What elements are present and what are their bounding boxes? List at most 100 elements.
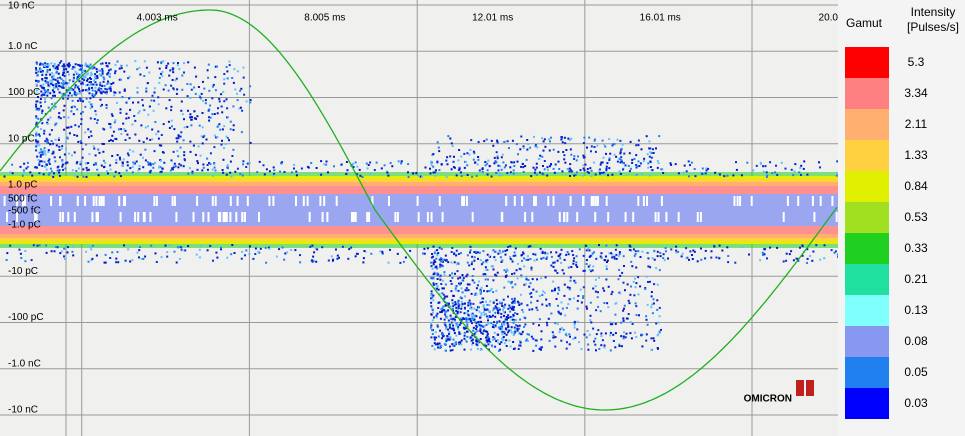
pulse-dot — [142, 156, 144, 159]
pulse-dot — [503, 305, 506, 308]
pulse-dot — [734, 261, 737, 264]
pulse-dot — [471, 275, 474, 277]
pulse-dot — [54, 105, 57, 108]
pulse-dot — [103, 128, 106, 131]
pulse-dot — [500, 261, 503, 263]
pulse-dot — [233, 252, 236, 254]
pulse-dot — [239, 89, 242, 92]
pulse-dot — [205, 138, 208, 141]
band-gap — [524, 212, 527, 222]
pulse-dot — [222, 171, 225, 174]
pulse-dot — [509, 256, 511, 258]
pulse-dot — [542, 165, 544, 167]
pulse-dot — [557, 304, 559, 307]
pulse-dot — [63, 68, 65, 71]
pulse-dot — [101, 142, 104, 145]
pulse-dot — [553, 261, 556, 264]
pulse-dot — [265, 168, 268, 171]
pulse-dot — [552, 336, 555, 339]
pulse-dot — [696, 260, 699, 263]
pulse-dot — [182, 165, 185, 168]
pulse-dot — [58, 112, 61, 115]
pulse-dot — [39, 68, 42, 71]
band-gap — [211, 196, 214, 206]
pulse-dot — [568, 333, 571, 336]
pulse-dot — [157, 96, 160, 99]
pulse-dot — [585, 305, 588, 308]
pulse-dot — [460, 287, 463, 290]
pulse-dot — [138, 139, 141, 142]
pulse-dot — [127, 154, 130, 157]
pulse-dot — [516, 172, 519, 175]
pulse-dot — [503, 314, 505, 317]
pulse-dot — [652, 298, 655, 301]
pulse-dot — [432, 245, 435, 248]
pulse-dot — [600, 256, 603, 259]
pulse-dot — [512, 321, 515, 324]
pulse-dot — [643, 157, 646, 160]
pulse-dot — [645, 275, 648, 278]
pulse-dot — [78, 74, 81, 77]
pulse-dot — [94, 81, 97, 84]
pulse-dot — [41, 153, 44, 156]
pulse-dot — [508, 329, 511, 332]
pulse-dot — [609, 152, 612, 155]
pulse-dot — [586, 146, 588, 149]
pulse-dot — [529, 146, 532, 149]
pulse-dot — [715, 256, 718, 259]
pulse-dot — [61, 74, 64, 76]
pulse-dot — [52, 84, 54, 87]
pulse-dot — [488, 304, 491, 307]
pulse-dot — [196, 160, 199, 163]
pulse-dot — [776, 246, 779, 249]
pulse-dot — [605, 265, 608, 268]
pulse-dot — [74, 70, 77, 73]
pulse-dot — [464, 339, 467, 342]
pulse-dot — [36, 89, 38, 92]
pulse-dot — [64, 94, 67, 97]
pulse-dot — [41, 165, 44, 167]
pulse-dot — [522, 166, 525, 169]
pulse-dot — [94, 73, 97, 76]
pulse-dot — [558, 254, 561, 257]
pulse-dot — [138, 110, 141, 113]
pulse-dot — [105, 104, 108, 107]
pulse-dot — [461, 291, 464, 294]
band-gap — [590, 196, 593, 206]
pulse-dot — [90, 134, 93, 137]
pulse-dot — [693, 168, 696, 170]
pulse-dot — [632, 248, 635, 251]
x-tick-label: 16.01 ms — [640, 13, 681, 24]
pulse-dot — [626, 283, 629, 286]
pulse-dot — [597, 291, 599, 294]
legend-swatch — [845, 295, 889, 326]
pulse-dot — [554, 322, 557, 325]
pulse-dot — [570, 137, 573, 140]
pulse-dot — [369, 161, 372, 164]
pulse-dot — [603, 143, 606, 146]
pulse-dot — [452, 317, 455, 320]
pulse-dot — [499, 165, 502, 168]
pulse-dot — [500, 302, 503, 305]
pulse-dot — [446, 335, 449, 338]
pulse-dot — [381, 252, 384, 255]
pulse-dot — [493, 337, 496, 340]
pulse-dot — [58, 149, 61, 151]
pulse-dot — [460, 300, 463, 303]
pulse-dot — [570, 153, 573, 156]
pulse-dot — [600, 335, 603, 338]
pulse-dot — [484, 161, 487, 163]
pulse-dot — [46, 121, 49, 124]
pulse-dot — [447, 135, 450, 138]
band-gap — [76, 196, 79, 206]
pulse-dot — [92, 96, 95, 98]
band-gap — [225, 212, 228, 222]
pulse-dot — [59, 252, 62, 255]
pulse-dot — [450, 168, 453, 171]
pulse-dot — [533, 259, 536, 262]
pulse-dot — [118, 91, 121, 94]
pulse-dot — [435, 314, 438, 317]
pulse-dot — [159, 171, 162, 174]
pulse-dot — [619, 172, 622, 175]
pulse-dot — [206, 168, 209, 171]
